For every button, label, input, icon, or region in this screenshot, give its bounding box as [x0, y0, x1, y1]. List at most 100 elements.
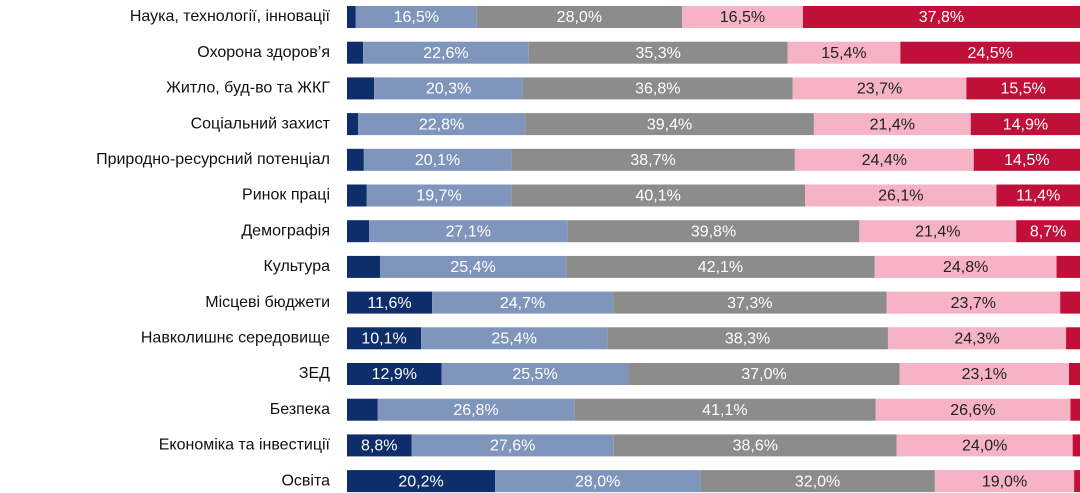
- bar-segment: [1066, 327, 1080, 350]
- bar-segment: [347, 77, 375, 100]
- bar-segment: [681, 6, 803, 28]
- bar-segment: [368, 220, 568, 243]
- value-label: 21,4%: [870, 116, 915, 133]
- bar-segment: [813, 113, 971, 136]
- value-label: 32,0%: [795, 473, 840, 490]
- value-label: 19,7%: [416, 188, 461, 205]
- bar-segment: [896, 434, 1073, 457]
- bar-segment: [476, 6, 682, 28]
- bar-segment: [574, 398, 876, 421]
- bar-segment: [1069, 363, 1080, 385]
- value-label: 23,7%: [951, 295, 996, 312]
- bar-segment: [996, 184, 1080, 207]
- bar-segment: [875, 398, 1071, 421]
- bar-segment: [973, 148, 1080, 171]
- value-label: 39,8%: [691, 223, 736, 240]
- bar-segment: [1016, 220, 1080, 243]
- bar-segment: [874, 255, 1057, 278]
- value-label: 27,1%: [446, 223, 491, 240]
- bar-segment: [1072, 434, 1080, 457]
- value-label: 24,8%: [943, 259, 988, 276]
- category-label: Безпека: [270, 401, 330, 418]
- value-label: 25,5%: [512, 366, 557, 383]
- bar-segment: [886, 291, 1061, 314]
- bar-segment: [347, 41, 364, 64]
- value-label: 25,4%: [450, 259, 495, 276]
- bar-segment: [966, 77, 1080, 100]
- bar-segment: [363, 41, 529, 64]
- bar-segment: [347, 434, 412, 457]
- value-label: 21,4%: [915, 223, 960, 240]
- bar-segment: [934, 470, 1075, 493]
- bar-segment: [347, 113, 358, 136]
- category-label: Демографія: [241, 222, 330, 239]
- value-label: 35,3%: [635, 45, 680, 62]
- category-label: Соціальний захист: [191, 115, 331, 132]
- bar-segment: [432, 291, 614, 314]
- category-label: Місцеві бюджети: [205, 294, 330, 311]
- value-label: 15,4%: [821, 45, 866, 62]
- bar-segment: [511, 184, 806, 207]
- category-label: Житло, буд-во та ЖКГ: [166, 80, 330, 97]
- bar-segment: [794, 148, 974, 171]
- value-label: 16,5%: [720, 9, 765, 26]
- category-label: Ринок праці: [242, 187, 330, 204]
- value-label: 26,8%: [453, 402, 498, 419]
- bar-segment: [970, 113, 1080, 136]
- bar-segment: [802, 6, 1080, 28]
- bar-segment: [347, 6, 356, 28]
- bar-segment: [1070, 398, 1080, 421]
- value-label: 23,1%: [962, 366, 1007, 383]
- bar-segment: [525, 113, 814, 136]
- value-label: 26,1%: [878, 188, 923, 205]
- bar-segment: [511, 148, 795, 171]
- bar-segment: [899, 363, 1070, 385]
- bar-segment: [787, 41, 901, 64]
- bar-segment: [357, 113, 526, 136]
- bar-segment: [347, 327, 422, 350]
- bar-segment: [421, 327, 608, 350]
- value-label: 16,5%: [394, 9, 439, 26]
- category-label: Наука, технології, інновації: [130, 8, 331, 25]
- value-label: 42,1%: [698, 259, 743, 276]
- bar-segment: [528, 41, 788, 64]
- bar-segment: [607, 327, 888, 350]
- bar-segment: [887, 327, 1067, 350]
- value-label: 23,7%: [857, 81, 902, 98]
- bar-segment: [495, 470, 701, 493]
- value-label: 22,6%: [423, 45, 468, 62]
- bar-segment: [1074, 470, 1080, 493]
- bar-segment: [366, 184, 512, 207]
- bar-segment: [411, 434, 614, 457]
- category-label: ЗЕД: [299, 365, 330, 382]
- value-label: 41,1%: [702, 402, 747, 419]
- value-label: 38,6%: [733, 438, 778, 455]
- bar-segment: [805, 184, 997, 207]
- value-label: 37,0%: [741, 366, 786, 383]
- bar-segment: [355, 6, 477, 28]
- value-label: 20,1%: [415, 152, 460, 169]
- value-label: 14,5%: [1004, 152, 1049, 169]
- bar-segment: [347, 148, 364, 171]
- value-label: 11,6%: [367, 295, 411, 312]
- bar-segment: [347, 398, 378, 421]
- value-label: 27,6%: [490, 438, 535, 455]
- bar-segment: [347, 291, 433, 314]
- bar-segment: [347, 470, 496, 493]
- bar-segment: [347, 255, 380, 278]
- bar-segment: [363, 148, 512, 171]
- bar-segment: [628, 363, 900, 385]
- value-label: 15,5%: [1001, 81, 1046, 98]
- value-label: 37,8%: [919, 9, 964, 26]
- bar-segment: [1056, 255, 1080, 278]
- value-label: 24,7%: [500, 295, 545, 312]
- value-label: 8,8%: [361, 438, 397, 455]
- value-label: 38,7%: [630, 152, 675, 169]
- bar-segment: [377, 398, 575, 421]
- bar-segment: [347, 363, 442, 385]
- category-label: Природно-ресурсний потенціал: [96, 151, 330, 168]
- value-label: 10,1%: [361, 331, 406, 348]
- value-label: 26,6%: [950, 402, 995, 419]
- value-label: 38,3%: [725, 331, 770, 348]
